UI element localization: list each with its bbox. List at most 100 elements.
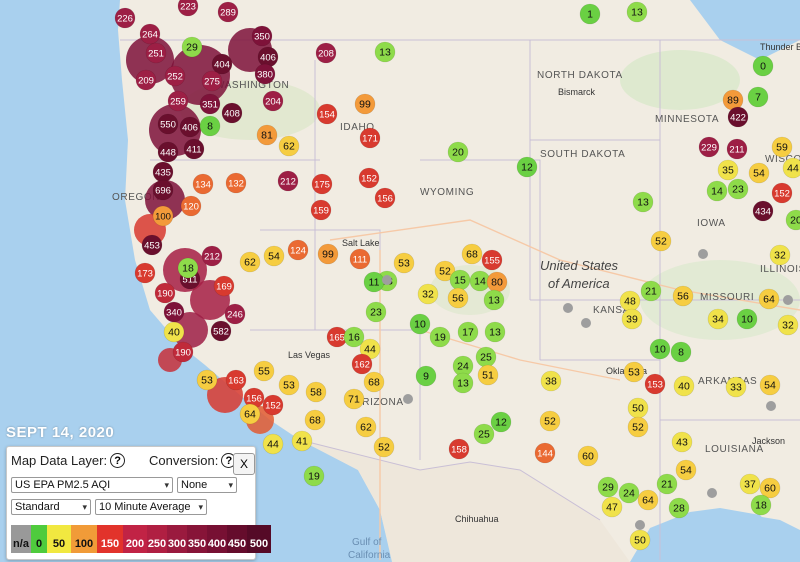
sensor-dot[interactable] (179, 116, 201, 138)
sensor-dot[interactable] (644, 373, 666, 395)
sensor-dot[interactable] (640, 280, 662, 302)
sensor-dot[interactable] (626, 1, 648, 23)
sensor-marker[interactable]: 14 (706, 180, 728, 202)
sensor-marker[interactable]: 13 (484, 321, 506, 343)
sensor-marker[interactable]: 62 (355, 416, 377, 438)
sensor-marker[interactable]: 29 (181, 36, 203, 58)
sensor-marker[interactable]: 38 (540, 370, 562, 392)
sensor-marker[interactable]: 406 (257, 46, 279, 68)
sensor-dot[interactable] (359, 127, 381, 149)
sensor-marker[interactable]: 47 (601, 496, 623, 518)
sensor-marker[interactable]: 55 (253, 360, 275, 382)
sensor-dot[interactable] (310, 199, 332, 221)
sensor-marker[interactable]: 209 (135, 69, 157, 91)
sensor-marker[interactable]: 50 (629, 529, 651, 551)
sensor-marker[interactable]: 448 (157, 141, 179, 163)
sensor-dot[interactable] (262, 90, 284, 112)
sensor-dot[interactable] (172, 341, 194, 363)
sensor-marker[interactable]: 252 (164, 65, 186, 87)
sensor-marker[interactable]: 8 (670, 341, 692, 363)
sensor-marker[interactable]: 68 (304, 409, 326, 431)
sensor-dot[interactable] (671, 431, 693, 453)
sensor-marker[interactable]: 169 (213, 275, 235, 297)
sensor-marker[interactable]: 25 (475, 346, 497, 368)
sensor-marker[interactable]: 13 (632, 191, 654, 213)
sensor-dot[interactable] (139, 23, 161, 45)
sensor-dot[interactable] (177, 257, 199, 279)
sensor-dot[interactable] (358, 167, 380, 189)
sensor-marker[interactable]: 351 (199, 93, 221, 115)
sensor-dot[interactable] (343, 326, 365, 348)
sensor-dot[interactable] (393, 252, 415, 274)
sensor-marker[interactable]: 171 (359, 127, 381, 149)
sensor-dot[interactable] (154, 282, 176, 304)
sensor-dot[interactable] (157, 113, 179, 135)
sensor-marker[interactable]: 21 (640, 280, 662, 302)
sensor-marker[interactable]: 12 (516, 156, 538, 178)
average-select[interactable]: 10 Minute Average ▾ (95, 499, 207, 515)
sensor-dot[interactable] (225, 369, 247, 391)
sensor-marker[interactable]: 25 (473, 423, 495, 445)
sensor-marker[interactable]: 62 (239, 251, 261, 273)
sensor-marker[interactable]: 44 (262, 433, 284, 455)
sensor-dot[interactable] (540, 370, 562, 392)
sensor-dot[interactable] (196, 369, 218, 391)
sensor-dot[interactable] (481, 249, 503, 271)
sensor-dot[interactable] (534, 442, 556, 464)
style-select[interactable]: Standard ▾ (11, 499, 91, 515)
sensor-dot[interactable] (409, 313, 431, 335)
sensor-dot[interactable] (668, 497, 690, 519)
sensor-dot[interactable] (152, 179, 174, 201)
sensor-dot[interactable] (747, 86, 769, 108)
sensor-dot[interactable] (351, 353, 373, 375)
sensor-dot[interactable] (601, 496, 623, 518)
sensor-marker[interactable]: 54 (748, 162, 770, 184)
sensor-dot[interactable] (304, 409, 326, 431)
sensor-marker[interactable]: 162 (351, 353, 373, 375)
sensor-dot[interactable] (736, 308, 758, 330)
sensor-marker[interactable]: 229 (698, 136, 720, 158)
sensor-marker[interactable]: 32 (777, 314, 799, 336)
sensor-marker[interactable]: 60 (577, 445, 599, 467)
sensor-dot[interactable] (623, 361, 645, 383)
sensor-dot[interactable] (253, 360, 275, 382)
sensor-dot[interactable] (145, 42, 167, 64)
sensor-dot[interactable] (650, 230, 672, 252)
sensor-dot[interactable] (759, 477, 781, 499)
sensor-marker[interactable]: 54 (759, 374, 781, 396)
sensor-marker[interactable]: 7 (747, 86, 769, 108)
sensor-marker[interactable]: 71 (343, 388, 365, 410)
sensor-na-dot[interactable] (766, 401, 776, 411)
sensor-dot[interactable] (673, 375, 695, 397)
sensor-marker[interactable]: 10 (649, 338, 671, 360)
sensor-marker[interactable]: 53 (623, 361, 645, 383)
sensor-dot[interactable] (135, 69, 157, 91)
sensor-dot[interactable] (277, 170, 299, 192)
sensor-dot[interactable] (254, 63, 276, 85)
sensor-marker[interactable]: 408 (221, 102, 243, 124)
sensor-marker[interactable]: 20 (785, 209, 800, 231)
sensor-dot[interactable] (771, 182, 793, 204)
sensor-marker[interactable]: 64 (758, 288, 780, 310)
sensor-dot[interactable] (373, 436, 395, 458)
sensor-dot[interactable] (447, 141, 469, 163)
sensor-marker[interactable]: 53 (196, 369, 218, 391)
sensor-na-dot[interactable] (382, 275, 392, 285)
sensor-marker[interactable]: 35 (717, 159, 739, 181)
sensor-marker[interactable]: 18 (750, 494, 772, 516)
sensor-marker[interactable]: 52 (373, 436, 395, 458)
sensor-marker[interactable]: 52 (627, 416, 649, 438)
sensor-dot[interactable] (181, 36, 203, 58)
sensor-marker[interactable]: 380 (254, 63, 276, 85)
sensor-dot[interactable] (201, 70, 223, 92)
sensor-marker[interactable]: 12 (490, 411, 512, 433)
sensor-dot[interactable] (354, 93, 376, 115)
sensor-dot[interactable] (484, 321, 506, 343)
sensor-marker[interactable]: 173 (134, 262, 156, 284)
sensor-marker[interactable]: 404 (211, 53, 233, 75)
sensor-dot[interactable] (225, 172, 247, 194)
sensor-na-dot[interactable] (707, 488, 717, 498)
sensor-marker[interactable]: 50 (627, 397, 649, 419)
sensor-marker[interactable]: 155 (481, 249, 503, 271)
